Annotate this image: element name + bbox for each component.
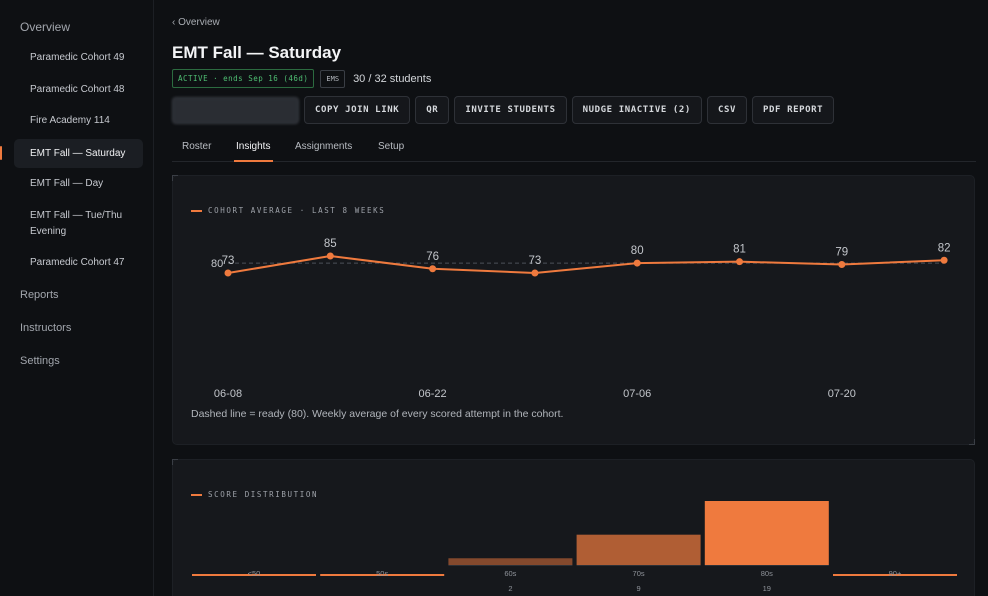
panel-corner bbox=[172, 175, 178, 181]
tab-insights[interactable]: Insights bbox=[236, 141, 271, 152]
category-label: 80s bbox=[761, 569, 773, 578]
data-label: 79 bbox=[835, 247, 848, 259]
x-tick-label: 06-22 bbox=[419, 388, 447, 400]
panel-corner bbox=[969, 439, 975, 445]
sidebar-item-emt-fall-tue-thu-evening[interactable]: EMT Fall — Tue/Thu Evening bbox=[30, 210, 123, 237]
csv-export-button[interactable]: CSV bbox=[706, 96, 747, 124]
type-badge: EMS bbox=[320, 69, 346, 88]
bar-baseline bbox=[448, 565, 573, 566]
x-tick-label: 07-06 bbox=[623, 388, 651, 400]
score-distribution-heading-text: SCORE DISTRIBUTION bbox=[208, 490, 319, 499]
cohort-meta: ACTIVE · ends Sep 16 (46d) EMS 30 / 32 s… bbox=[172, 69, 431, 88]
score-bar bbox=[576, 534, 701, 565]
sidebar-item-emt-fall-saturday[interactable]: EMT Fall — Saturday bbox=[14, 139, 143, 168]
score-bar bbox=[704, 501, 829, 565]
count-label: 19 bbox=[763, 584, 771, 593]
sidebar-item-fire-academy-114[interactable]: Fire Academy 114 bbox=[30, 115, 110, 126]
sidebar-section-instructors[interactable]: Instructors bbox=[20, 322, 72, 334]
score-bar bbox=[320, 574, 445, 576]
category-label: 90+ bbox=[889, 569, 902, 578]
sidebar-item-paramedic-cohort-48[interactable]: Paramedic Cohort 48 bbox=[30, 84, 125, 95]
score-distribution-heading: SCORE DISTRIBUTION bbox=[191, 490, 318, 499]
cohort-average-caption: Dashed line = ready (80). Weekly average… bbox=[191, 408, 564, 420]
cohort-average-series-line bbox=[227, 255, 945, 274]
bar-baseline bbox=[704, 565, 829, 566]
tab-assignments[interactable]: Assignments bbox=[295, 141, 353, 152]
tab-roster[interactable]: Roster bbox=[182, 141, 212, 152]
sidebar-overview-link[interactable]: Overview bbox=[20, 20, 71, 34]
score-bar bbox=[192, 574, 316, 576]
data-point bbox=[429, 265, 437, 273]
tab-setup[interactable]: Setup bbox=[378, 141, 405, 152]
join-code-redacted bbox=[172, 96, 299, 124]
data-point bbox=[940, 256, 948, 264]
data-label: 85 bbox=[324, 238, 337, 250]
back-to-overview-link[interactable]: ‹ Overview bbox=[172, 17, 220, 28]
status-badge: ACTIVE · ends Sep 16 (46d) bbox=[172, 69, 315, 88]
data-point bbox=[736, 258, 743, 266]
sidebar-section-reports[interactable]: Reports bbox=[20, 289, 59, 301]
data-point bbox=[224, 269, 232, 277]
sidebar-item-paramedic-cohort-47[interactable]: Paramedic Cohort 47 bbox=[30, 257, 125, 268]
data-point bbox=[838, 261, 846, 268]
nudge-inactive-button[interactable]: NUDGE INACTIVE (2) bbox=[571, 96, 702, 124]
score-distribution-panel: SCORE DISTRIBUTION <50 50s 60s 2 70s 9 80s 19 90… bbox=[172, 459, 975, 596]
active-indicator bbox=[0, 146, 2, 160]
score-bar bbox=[448, 558, 573, 565]
data-label: 73 bbox=[529, 255, 542, 267]
data-label: 76 bbox=[426, 251, 439, 263]
pdf-report-button[interactable]: PDF REPORT bbox=[752, 96, 835, 124]
category-label: <50 bbox=[248, 569, 261, 578]
category-label: 60s bbox=[504, 569, 516, 578]
data-label: 82 bbox=[938, 242, 951, 254]
active-tab-underline bbox=[234, 160, 273, 162]
score-distribution-bar-chart: <50 50s 60s 2 70s 9 80s 19 90+ bbox=[192, 501, 957, 593]
data-point bbox=[633, 259, 641, 267]
sidebar-section-settings[interactable]: Settings bbox=[20, 355, 60, 367]
x-tick-label: 06-08 bbox=[214, 388, 242, 400]
sidebar: Overview Paramedic Cohort 49 Paramedic C… bbox=[0, 0, 154, 596]
copy-join-link-button[interactable]: COPY JOIN LINK bbox=[304, 96, 411, 124]
student-count: 30 / 32 students bbox=[353, 72, 432, 85]
category-label: 50s bbox=[376, 569, 388, 578]
score-bar bbox=[833, 574, 957, 576]
qr-button[interactable]: QR bbox=[415, 96, 450, 124]
page-title: EMT Fall — Saturday bbox=[172, 43, 342, 62]
invite-students-button[interactable]: INVITE STUDENTS bbox=[454, 96, 567, 124]
sidebar-item-emt-fall-day[interactable]: EMT Fall — Day bbox=[30, 178, 104, 189]
data-point bbox=[531, 269, 539, 277]
cohort-toolbar: COPY JOIN LINK QR INVITE STUDENTS NUDGE … bbox=[172, 96, 835, 124]
heading-accent-dash bbox=[191, 209, 202, 212]
heading-accent-dash bbox=[191, 493, 202, 496]
reference-line-label: 80 bbox=[211, 258, 223, 270]
data-label: 73 bbox=[222, 255, 235, 267]
cohort-average-heading: COHORT AVERAGE · LAST 8 WEEKS bbox=[191, 206, 385, 215]
sidebar-item-paramedic-cohort-49[interactable]: Paramedic Cohort 49 bbox=[30, 52, 125, 63]
cohort-average-panel: COHORT AVERAGE · LAST 8 WEEKS 80 73 85 76 73… bbox=[172, 175, 975, 445]
panel-corner bbox=[172, 459, 178, 465]
data-label: 81 bbox=[733, 244, 746, 256]
x-tick-label: 07-20 bbox=[828, 388, 856, 400]
cohort-average-heading-text: COHORT AVERAGE · LAST 8 WEEKS bbox=[208, 206, 386, 215]
category-label: 70s bbox=[633, 569, 645, 578]
count-label: 9 bbox=[637, 584, 641, 593]
cohort-tabs: Roster Insights Assignments Setup bbox=[172, 136, 976, 162]
count-label: 2 bbox=[508, 584, 512, 593]
bar-baseline bbox=[576, 565, 701, 566]
data-point bbox=[326, 252, 334, 260]
data-label: 80 bbox=[631, 245, 644, 257]
